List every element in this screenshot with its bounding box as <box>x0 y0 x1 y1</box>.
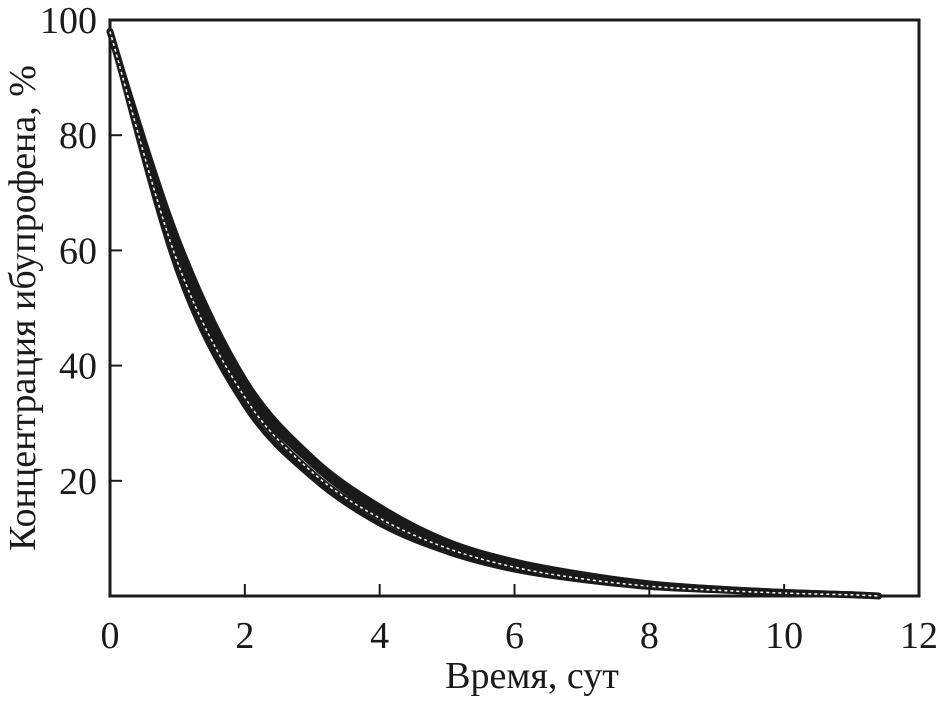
x-axis-title: Время, сут <box>445 655 619 697</box>
series-line-3 <box>107 29 882 599</box>
y-tick-label: 100 <box>40 0 97 42</box>
x-tick-label: 2 <box>235 615 254 657</box>
tick-layer: 0 2 4 6 8 10 12 20 40 60 80 100 <box>40 0 938 657</box>
series-line-4 <box>107 29 882 599</box>
y-tick-label: 20 <box>59 461 97 503</box>
plot-frame <box>108 18 921 598</box>
series-layer <box>106 28 883 600</box>
x-tick-label: 12 <box>900 615 938 657</box>
y-tick-label: 60 <box>59 230 97 272</box>
series-highlight <box>109 31 879 597</box>
x-tick-label: 8 <box>640 615 659 657</box>
x-tick-label: 6 <box>505 615 524 657</box>
y-tick-label: 80 <box>59 115 97 157</box>
x-tick-label: 10 <box>765 615 803 657</box>
x-tick-label: 0 <box>101 615 120 657</box>
y-tick-label: 40 <box>59 346 97 388</box>
x-tick-label: 4 <box>370 615 389 657</box>
y-axis-title: Концентрация ибупрофена, % <box>2 65 44 551</box>
series-line-1 <box>106 28 883 600</box>
series-line-2 <box>107 28 882 599</box>
